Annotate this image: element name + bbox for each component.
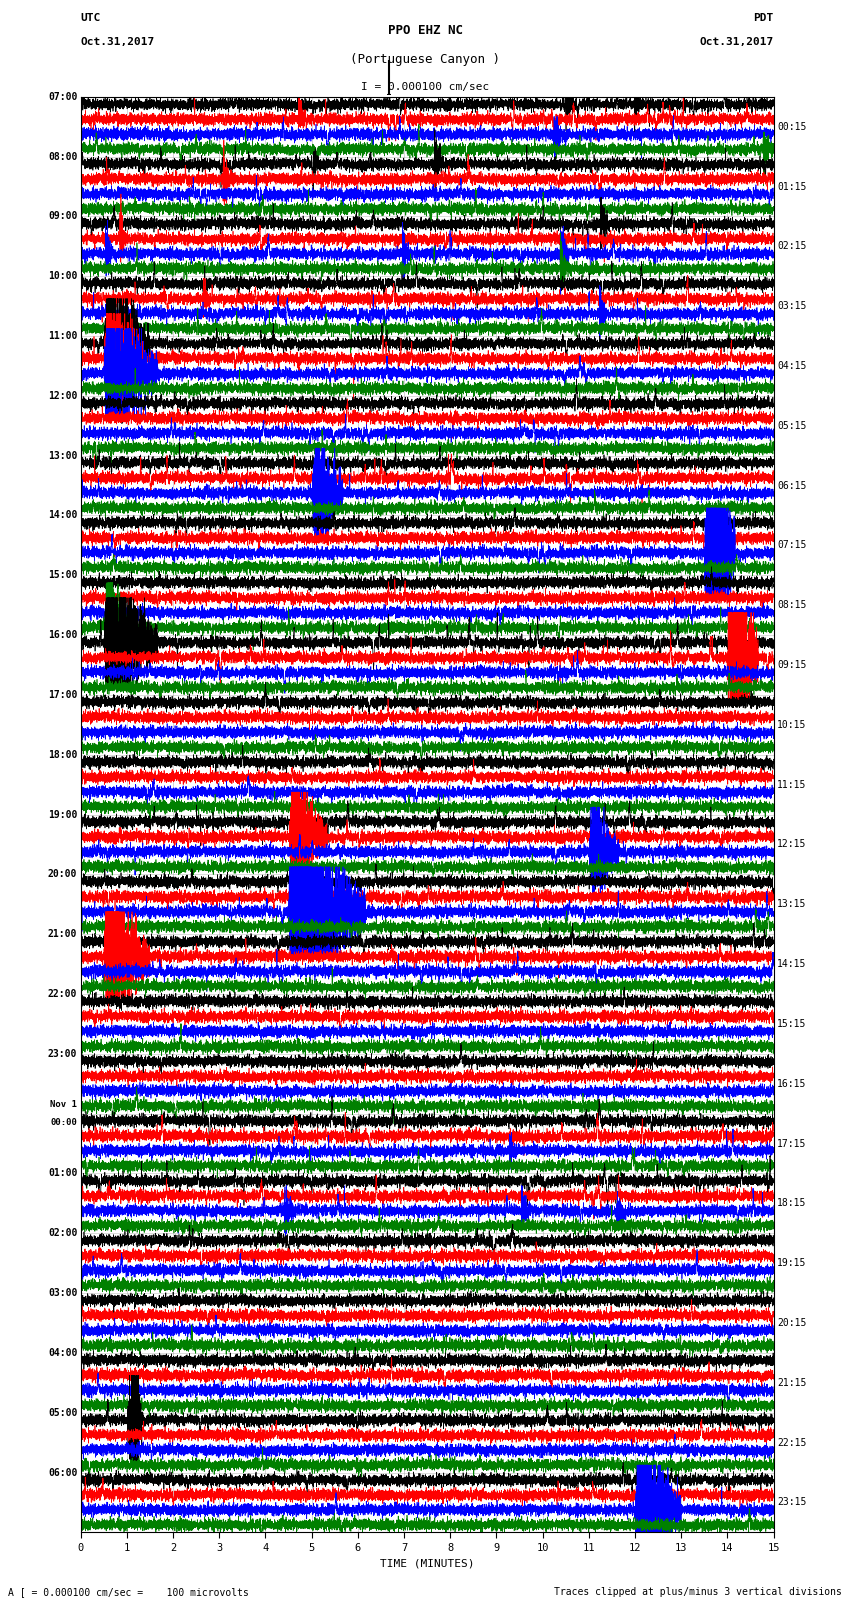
Text: 06:00: 06:00 <box>48 1468 77 1478</box>
Text: Oct.31,2017: Oct.31,2017 <box>81 37 155 47</box>
Text: 15:15: 15:15 <box>777 1019 807 1029</box>
Text: Traces clipped at plus/minus 3 vertical divisions: Traces clipped at plus/minus 3 vertical … <box>553 1587 842 1597</box>
Text: 17:00: 17:00 <box>48 690 77 700</box>
Text: 06:15: 06:15 <box>777 481 807 490</box>
Text: 18:15: 18:15 <box>777 1198 807 1208</box>
Text: 13:15: 13:15 <box>777 900 807 910</box>
Text: I = 0.000100 cm/sec: I = 0.000100 cm/sec <box>361 82 489 92</box>
Text: (Portuguese Canyon ): (Portuguese Canyon ) <box>350 53 500 66</box>
Text: PDT: PDT <box>753 13 774 23</box>
Text: UTC: UTC <box>81 13 101 23</box>
Text: 15:00: 15:00 <box>48 571 77 581</box>
Text: 12:00: 12:00 <box>48 390 77 402</box>
Text: 11:15: 11:15 <box>777 779 807 790</box>
Text: 04:15: 04:15 <box>777 361 807 371</box>
Text: 14:15: 14:15 <box>777 960 807 969</box>
Text: 21:15: 21:15 <box>777 1378 807 1387</box>
Text: 08:00: 08:00 <box>48 152 77 161</box>
Text: 23:00: 23:00 <box>48 1048 77 1058</box>
Text: 13:00: 13:00 <box>48 450 77 461</box>
Text: 19:15: 19:15 <box>777 1258 807 1268</box>
Text: 09:15: 09:15 <box>777 660 807 669</box>
Text: A [ = 0.000100 cm/sec =    100 microvolts: A [ = 0.000100 cm/sec = 100 microvolts <box>8 1587 249 1597</box>
Text: 22:15: 22:15 <box>777 1437 807 1447</box>
Text: 11:00: 11:00 <box>48 331 77 340</box>
Text: 14:00: 14:00 <box>48 510 77 521</box>
Text: 10:15: 10:15 <box>777 719 807 729</box>
Text: 08:15: 08:15 <box>777 600 807 610</box>
Text: 22:00: 22:00 <box>48 989 77 998</box>
X-axis label: TIME (MINUTES): TIME (MINUTES) <box>380 1558 474 1568</box>
Text: 01:00: 01:00 <box>48 1168 77 1179</box>
Text: 00:00: 00:00 <box>50 1118 77 1127</box>
Text: 18:00: 18:00 <box>48 750 77 760</box>
Text: 03:00: 03:00 <box>48 1289 77 1298</box>
Text: 05:15: 05:15 <box>777 421 807 431</box>
Text: 02:15: 02:15 <box>777 242 807 252</box>
Text: 19:00: 19:00 <box>48 810 77 819</box>
Text: 02:00: 02:00 <box>48 1227 77 1239</box>
Text: 03:15: 03:15 <box>777 302 807 311</box>
Text: 07:15: 07:15 <box>777 540 807 550</box>
Text: 00:15: 00:15 <box>777 121 807 132</box>
Text: 20:15: 20:15 <box>777 1318 807 1327</box>
Text: 09:00: 09:00 <box>48 211 77 221</box>
Text: 23:15: 23:15 <box>777 1497 807 1508</box>
Text: 07:00: 07:00 <box>48 92 77 102</box>
Text: 16:15: 16:15 <box>777 1079 807 1089</box>
Text: Oct.31,2017: Oct.31,2017 <box>700 37 774 47</box>
Text: 12:15: 12:15 <box>777 839 807 850</box>
Text: Nov 1: Nov 1 <box>50 1100 77 1110</box>
Text: 10:00: 10:00 <box>48 271 77 281</box>
Text: PPO EHZ NC: PPO EHZ NC <box>388 24 462 37</box>
Text: 16:00: 16:00 <box>48 631 77 640</box>
Text: 01:15: 01:15 <box>777 182 807 192</box>
Text: 20:00: 20:00 <box>48 869 77 879</box>
Text: 21:00: 21:00 <box>48 929 77 939</box>
Text: 17:15: 17:15 <box>777 1139 807 1148</box>
Text: 05:00: 05:00 <box>48 1408 77 1418</box>
Text: 04:00: 04:00 <box>48 1348 77 1358</box>
